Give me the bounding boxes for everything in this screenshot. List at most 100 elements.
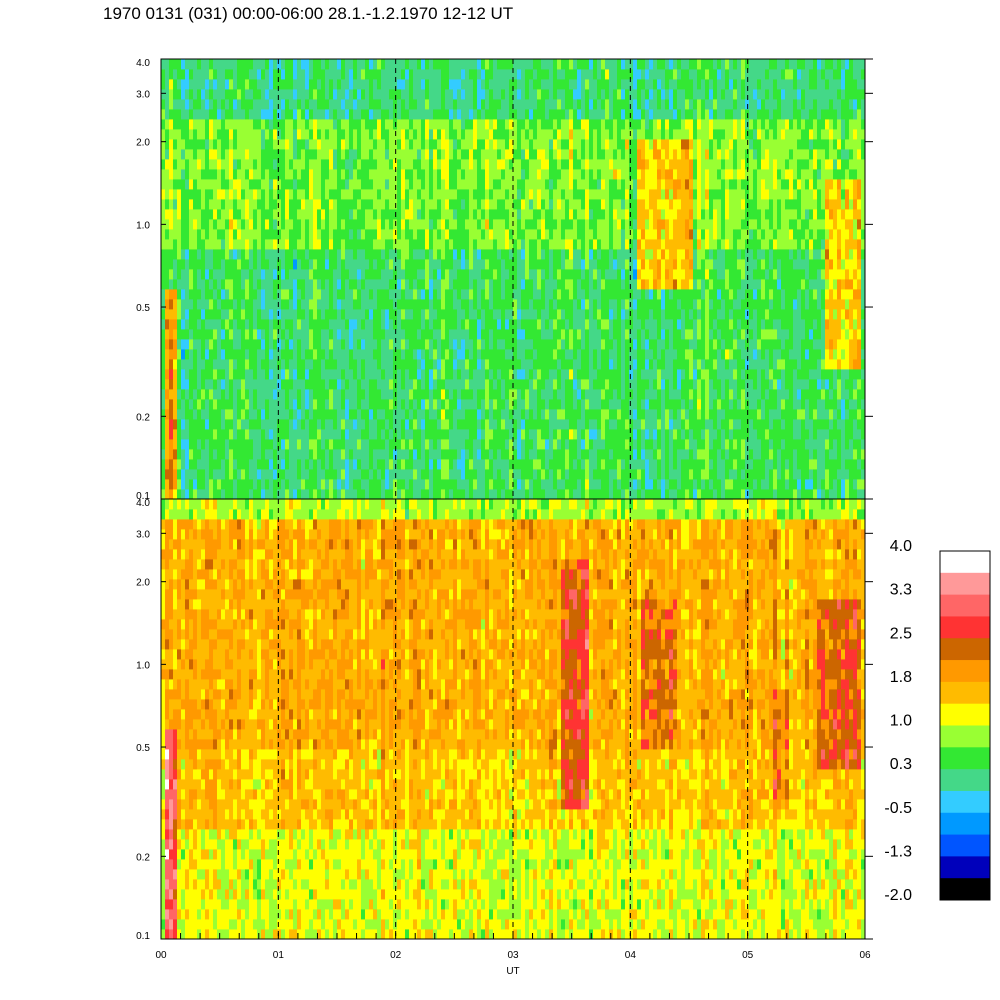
upper-heatmap-cell [469, 479, 474, 490]
upper-heatmap-cell [609, 259, 614, 270]
upper-heatmap-cell [381, 279, 386, 290]
upper-heatmap-cell [561, 399, 566, 410]
upper-heatmap-cell [561, 229, 566, 240]
upper-heatmap-cell [541, 329, 546, 340]
upper-heatmap-cell [317, 189, 322, 200]
upper-heatmap-cell [345, 329, 350, 340]
upper-heatmap-cell [353, 149, 358, 160]
upper-heatmap-cell [497, 289, 502, 300]
upper-heatmap-cell [409, 389, 414, 400]
upper-heatmap-cell [349, 279, 354, 290]
upper-heatmap-cell [241, 479, 246, 490]
upper-heatmap-cell [585, 449, 590, 460]
upper-heatmap-cell [269, 399, 274, 410]
upper-heatmap-cell [177, 289, 182, 300]
upper-heatmap-cell [513, 209, 518, 220]
upper-heatmap-cell [461, 149, 466, 160]
upper-heatmap-cell [457, 189, 462, 200]
upper-heatmap-cell [269, 89, 274, 100]
upper-heatmap-cell [529, 109, 534, 120]
upper-heatmap-cell [513, 259, 518, 270]
upper-heatmap-cell [441, 109, 446, 120]
upper-heatmap-cell [517, 489, 522, 499]
upper-heatmap-cell [369, 79, 374, 90]
upper-heatmap-cell [309, 179, 314, 190]
upper-heatmap-cell [369, 139, 374, 150]
upper-heatmap-cell [529, 329, 534, 340]
upper-heatmap-cell [569, 149, 574, 160]
upper-heatmap-cell [405, 299, 410, 310]
upper-heatmap-cell [209, 69, 214, 80]
upper-heatmap-cell [241, 99, 246, 110]
upper-heatmap-cell [449, 89, 454, 100]
upper-heatmap-cell [233, 259, 238, 270]
upper-heatmap-cell [433, 349, 438, 360]
upper-heatmap-cell [529, 179, 534, 190]
upper-heatmap-cell [265, 199, 270, 210]
upper-heatmap-cell [305, 229, 310, 240]
upper-heatmap-cell [417, 429, 422, 440]
upper-heatmap-cell [421, 89, 426, 100]
upper-heatmap-cell [345, 59, 350, 70]
upper-heatmap-cell [433, 359, 438, 370]
upper-heatmap-cell [529, 169, 534, 180]
upper-heatmap-cell [513, 479, 518, 490]
upper-heatmap-cell [429, 119, 434, 130]
upper-heatmap-cell [409, 319, 414, 330]
upper-heatmap-cell [493, 379, 498, 390]
upper-heatmap-cell [361, 309, 366, 320]
upper-heatmap-cell [265, 79, 270, 90]
upper-heatmap-cell [449, 149, 454, 160]
upper-heatmap-cell [249, 469, 254, 480]
upper-heatmap-cell [277, 249, 282, 260]
upper-heatmap-cell [381, 239, 386, 250]
upper-heatmap-cell [529, 259, 534, 270]
upper-heatmap-cell [329, 59, 334, 70]
upper-heatmap-cell [365, 489, 370, 499]
upper-heatmap-cell [549, 449, 554, 460]
upper-heatmap-cell [305, 299, 310, 310]
upper-heatmap-cell [305, 89, 310, 100]
upper-heatmap-cell [521, 319, 526, 330]
upper-heatmap-cell [209, 229, 214, 240]
upper-heatmap-cell [161, 159, 166, 170]
upper-heatmap-cell [425, 409, 430, 420]
upper-heatmap-cell [305, 269, 310, 280]
upper-heatmap-cell [381, 429, 386, 440]
upper-heatmap-cell [549, 489, 554, 499]
upper-heatmap-cell [161, 59, 166, 70]
upper-heatmap-cell [481, 289, 486, 300]
upper-heatmap-cell [585, 189, 590, 200]
upper-heatmap-cell [569, 269, 574, 280]
upper-heatmap-cell [445, 269, 450, 280]
upper-heatmap-cell [425, 109, 430, 120]
upper-heatmap-cell [193, 79, 198, 90]
upper-heatmap-cell [253, 489, 258, 499]
upper-heatmap-cell [401, 289, 406, 300]
upper-heatmap-cell [393, 159, 398, 170]
upper-heatmap-cell [493, 389, 498, 400]
upper-heatmap-cell [501, 109, 506, 120]
upper-heatmap-cell [301, 479, 306, 490]
upper-heatmap-cell [265, 359, 270, 370]
upper-heatmap-cell [193, 229, 198, 240]
upper-heatmap-cell [249, 119, 254, 130]
upper-heatmap-cell [253, 399, 258, 410]
upper-heatmap-cell [273, 349, 278, 360]
upper-heatmap-cell [541, 79, 546, 90]
upper-heatmap-cell [241, 489, 246, 499]
upper-heatmap-cell [197, 69, 202, 80]
upper-heatmap-cell [549, 189, 554, 200]
upper-heatmap-cell [197, 319, 202, 330]
upper-heatmap-cell [513, 489, 518, 499]
upper-heatmap-cell [345, 199, 350, 210]
upper-heatmap-cell [369, 219, 374, 230]
upper-heatmap-cell [257, 269, 262, 280]
upper-heatmap-cell [389, 279, 394, 290]
upper-heatmap-cell [553, 479, 558, 490]
upper-heatmap-cell [461, 329, 466, 340]
upper-heatmap-cell [521, 469, 526, 480]
upper-heatmap-cell [201, 319, 206, 330]
upper-heatmap-cell [365, 239, 370, 250]
upper-heatmap-cell [533, 299, 538, 310]
